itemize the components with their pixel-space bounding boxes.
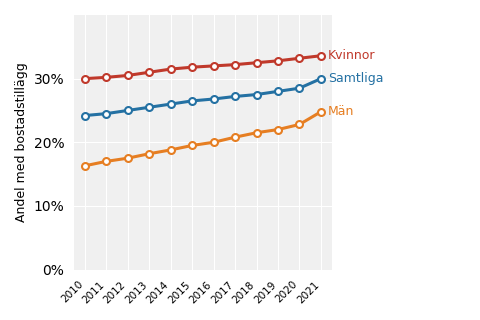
Text: Samtliga: Samtliga (328, 72, 384, 85)
Y-axis label: Andel med bostadstillägg: Andel med bostadstillägg (15, 62, 28, 222)
Text: Kvinnor: Kvinnor (328, 49, 375, 62)
Text: Män: Män (328, 105, 354, 118)
